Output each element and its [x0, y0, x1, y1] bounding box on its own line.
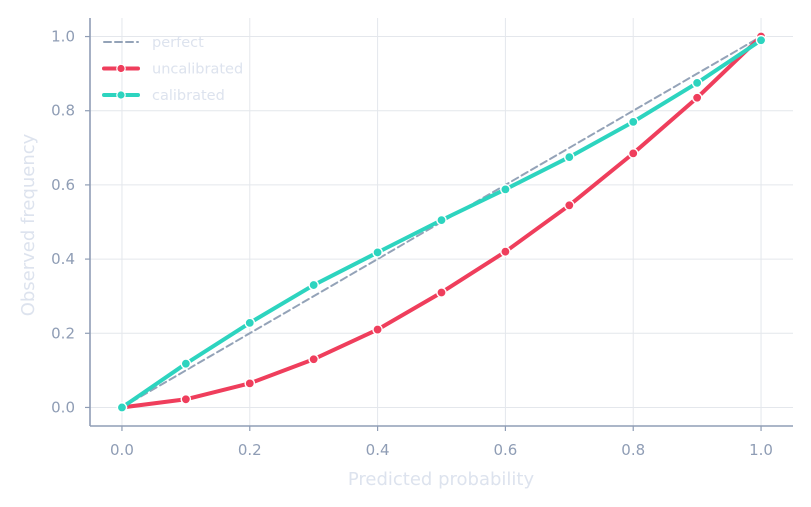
data-point-calibrated [564, 151, 575, 163]
y-tick-label: 0.2 [51, 324, 75, 342]
data-point-uncalibrated [436, 287, 447, 298]
data-point-calibrated [180, 358, 192, 369]
legend-marker-uncalibrated [116, 63, 126, 74]
legend-label-calibrated: calibrated [152, 88, 225, 104]
tick-labels: 0.0 0.2 0.4 0.6 0.8 1.0 0.0 0.2 0.4 0.6 0.8 1.0 [51, 28, 773, 459]
data-point-calibrated [627, 116, 639, 128]
series-uncalibrated [116, 31, 767, 413]
y-tick-label: 1.0 [51, 28, 75, 46]
data-point-calibrated [308, 279, 319, 291]
x-axis-label: Predicted probability [348, 469, 535, 490]
x-tick-label: 0.0 [110, 441, 134, 459]
data-point-uncalibrated [691, 92, 703, 104]
y-tick-label: 0.4 [51, 250, 75, 268]
data-point-calibrated [244, 317, 256, 329]
series-calibrated [116, 34, 767, 413]
data-point-calibrated [372, 247, 383, 258]
y-axis-label: Observed frequency [18, 133, 39, 316]
y-tick-label: 0.6 [51, 176, 75, 194]
data-point-uncalibrated [372, 324, 383, 335]
x-tick-label: 0.2 [238, 441, 262, 459]
data-point-uncalibrated [308, 353, 319, 365]
data-point-calibrated [755, 34, 767, 46]
x-tick-label: 0.4 [366, 441, 390, 459]
data-point-calibrated [116, 402, 128, 413]
data-point-calibrated [691, 77, 703, 89]
legend-entry-calibrated: calibrated [102, 88, 225, 104]
data-point-uncalibrated [180, 393, 192, 405]
series-layer [116, 31, 767, 413]
y-tick-label: 0.0 [51, 398, 75, 416]
data-point-calibrated [436, 214, 447, 226]
x-tick-label: 0.8 [621, 441, 645, 459]
data-point-uncalibrated [627, 148, 639, 159]
grid [90, 18, 793, 426]
data-point-uncalibrated [500, 246, 511, 257]
x-tick-label: 0.6 [493, 441, 517, 459]
legend-entry-perfect: perfect [103, 35, 204, 51]
legend-marker-calibrated [116, 90, 126, 100]
data-point-uncalibrated [564, 200, 575, 211]
axes [85, 18, 793, 431]
data-point-uncalibrated [244, 378, 256, 389]
y-tick-label: 0.8 [51, 102, 75, 120]
legend-entry-uncalibrated: uncalibrated [102, 62, 243, 78]
data-point-calibrated [500, 184, 511, 195]
legend-label-perfect: perfect [152, 35, 204, 51]
legend: perfect uncalibrated calibrated [102, 35, 243, 104]
legend-label-uncalibrated: uncalibrated [152, 62, 243, 78]
x-tick-label: 1.0 [749, 441, 773, 459]
